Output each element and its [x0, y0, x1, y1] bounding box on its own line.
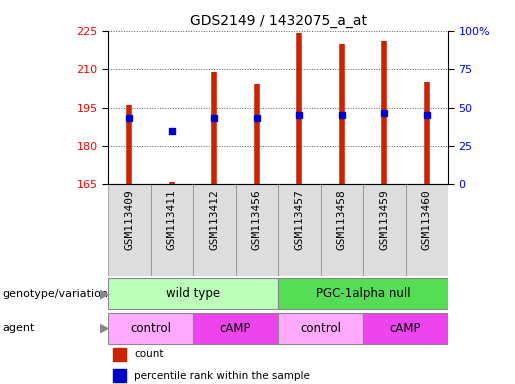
Bar — [278, 313, 363, 344]
Text: wild type: wild type — [166, 287, 220, 300]
Text: genotype/variation: genotype/variation — [3, 289, 109, 299]
Text: GSM113456: GSM113456 — [252, 189, 262, 250]
Bar — [150, 184, 193, 276]
Text: ▶: ▶ — [100, 322, 110, 335]
Text: cAMP: cAMP — [220, 322, 251, 335]
Text: agent: agent — [3, 323, 35, 333]
Bar — [193, 184, 236, 276]
Text: percentile rank within the sample: percentile rank within the sample — [134, 371, 310, 381]
Text: control: control — [300, 322, 341, 335]
Bar — [108, 313, 193, 344]
Text: GSM113460: GSM113460 — [422, 189, 432, 250]
Bar — [363, 184, 406, 276]
Bar — [193, 313, 278, 344]
Bar — [108, 278, 278, 310]
Bar — [108, 184, 150, 276]
Text: ▶: ▶ — [100, 287, 110, 300]
Text: GSM113411: GSM113411 — [167, 189, 177, 250]
Text: PGC-1alpha null: PGC-1alpha null — [316, 287, 410, 300]
Bar — [113, 369, 126, 382]
Bar — [113, 348, 126, 361]
Text: control: control — [130, 322, 171, 335]
Text: GSM113459: GSM113459 — [380, 189, 389, 250]
Bar — [278, 184, 320, 276]
Bar — [320, 184, 363, 276]
Text: cAMP: cAMP — [390, 322, 421, 335]
Bar — [406, 184, 448, 276]
Bar — [236, 184, 278, 276]
Text: count: count — [134, 349, 163, 359]
Text: GSM113457: GSM113457 — [295, 189, 304, 250]
Bar — [363, 313, 448, 344]
Text: GSM113409: GSM113409 — [125, 189, 134, 250]
Bar — [278, 278, 448, 310]
Text: GSM113412: GSM113412 — [210, 189, 219, 250]
Text: GSM113458: GSM113458 — [337, 189, 347, 250]
Title: GDS2149 / 1432075_a_at: GDS2149 / 1432075_a_at — [190, 14, 367, 28]
